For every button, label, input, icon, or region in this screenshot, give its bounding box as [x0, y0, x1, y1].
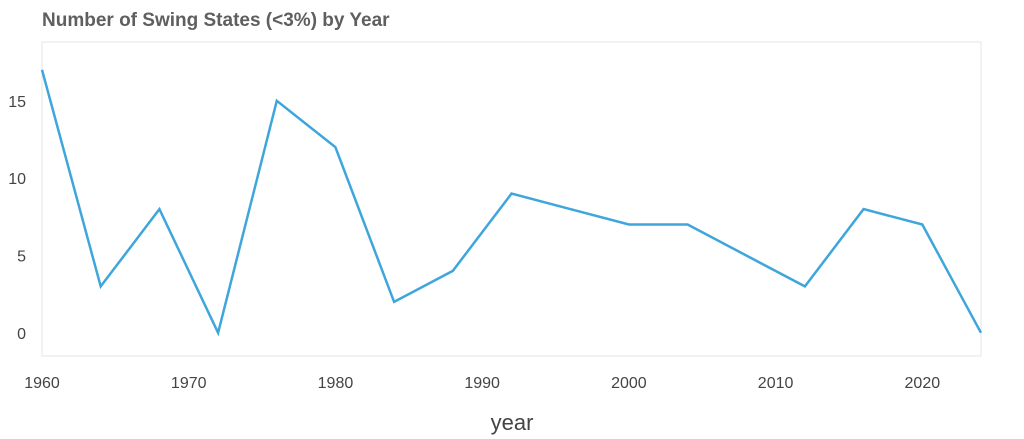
x-axis: 1960 1970 1980 1990 2000 2010 2020 — [24, 375, 940, 392]
x-tick-label: 1970 — [171, 375, 207, 392]
y-tick-label: 5 — [17, 248, 26, 265]
series-line — [40, 69, 983, 337]
series-layer — [40, 69, 983, 337]
y-tick-label: 0 — [17, 326, 26, 343]
x-tick-label: 1980 — [318, 375, 354, 392]
y-tick-label: 10 — [8, 171, 26, 188]
x-tick-label: 2000 — [611, 375, 647, 392]
x-tick-label: 2020 — [905, 375, 941, 392]
y-axis: 0 5 10 15 — [8, 94, 26, 343]
x-axis-title: year — [491, 410, 534, 435]
x-tick-label: 1960 — [24, 375, 60, 392]
plot-area — [41, 41, 982, 357]
x-tick-label: 2010 — [758, 375, 794, 392]
y-tick-label: 15 — [8, 94, 26, 111]
x-tick-label: 1990 — [464, 375, 500, 392]
chart-title: Number of Swing States (<3%) by Year — [42, 10, 390, 31]
